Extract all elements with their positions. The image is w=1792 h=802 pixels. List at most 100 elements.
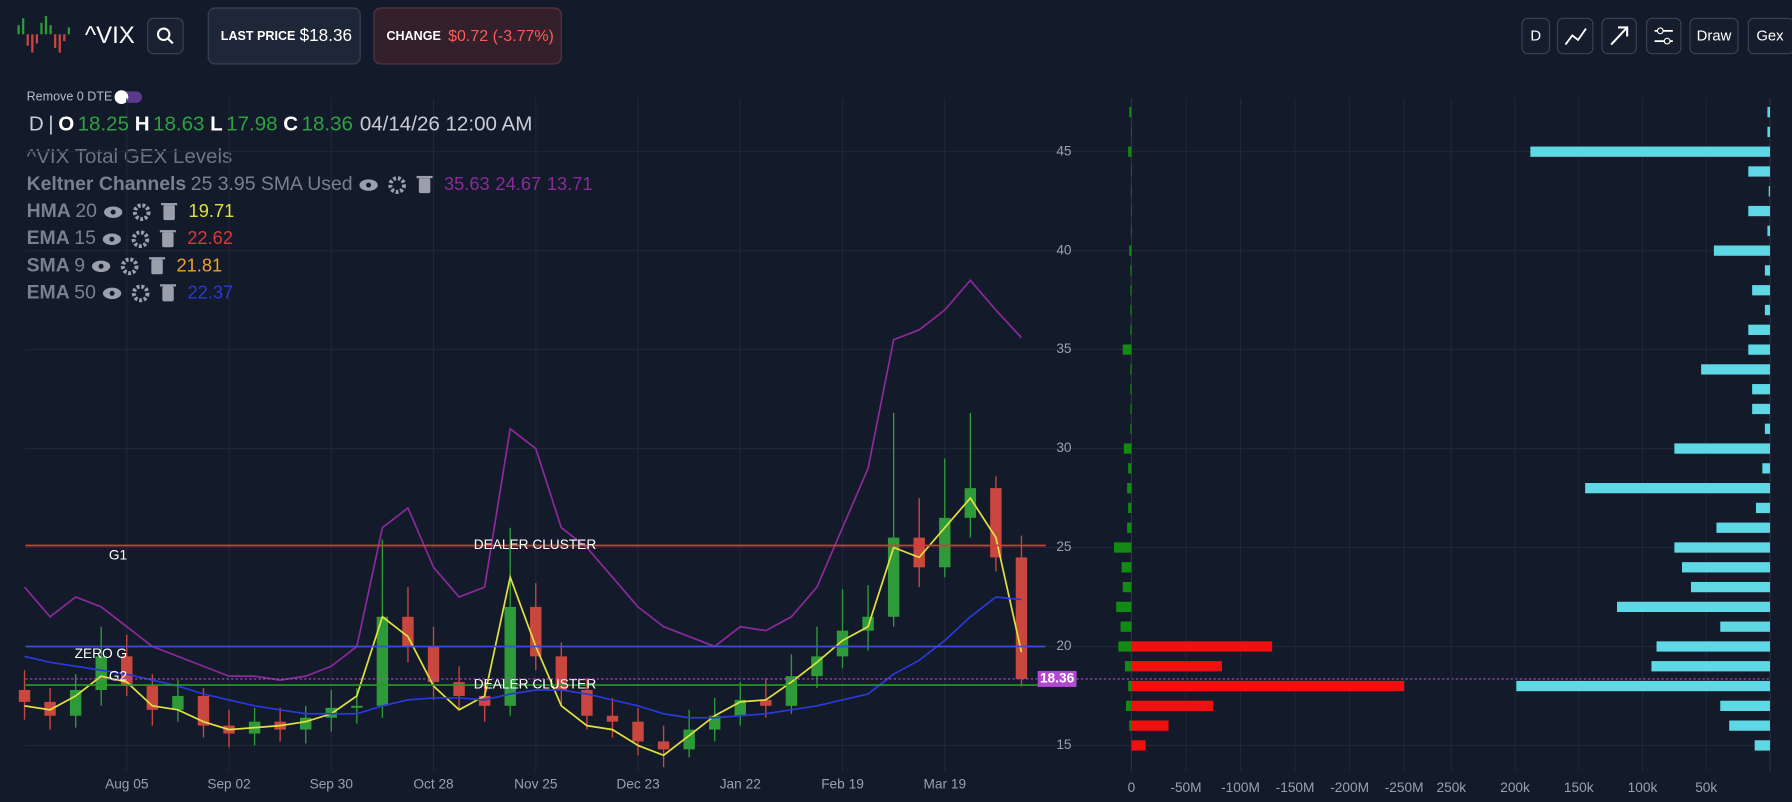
y-tick-label: 45 (1056, 143, 1072, 158)
gear-icon (131, 230, 150, 249)
button-label: Gex (1756, 28, 1784, 44)
indicator-value: 13.71 (547, 173, 593, 194)
x-tick-label: Aug 05 (105, 776, 149, 791)
indicator-controls[interactable] (102, 230, 176, 249)
gex-bar (1130, 324, 1132, 335)
draw-button[interactable]: Draw (1689, 17, 1739, 55)
indicator-values: 22.62 (187, 227, 233, 248)
candle-body (990, 488, 1002, 558)
indicator-values: 35.63 24.67 13.71 (444, 173, 593, 194)
gex-bar (1129, 106, 1132, 118)
change: $0.72 (-3.77%) (448, 28, 554, 45)
gex-bar (1720, 621, 1770, 632)
gex-bar (1764, 423, 1770, 434)
gex-bar (1752, 384, 1770, 395)
x-tick-label: Jan 22 (720, 776, 761, 791)
x-tick-label: 50k (1695, 780, 1717, 795)
indicator-params: 9 (74, 254, 85, 276)
gex-bar (1767, 106, 1770, 118)
indicator-controls[interactable] (91, 257, 166, 276)
ohlc-interval: D (29, 113, 44, 136)
arrow-button[interactable] (1601, 17, 1637, 55)
y-tick-label: 35 (1056, 341, 1072, 356)
eye-pupil (110, 209, 116, 215)
x-tick-label: -100M (1221, 780, 1260, 795)
annotation: DEALER CLUSTER (474, 677, 597, 692)
candle-body (606, 715, 619, 722)
candle-body (913, 537, 925, 568)
indicator-controls[interactable] (359, 175, 433, 194)
gex-bar (1674, 542, 1770, 553)
indicator-value: 35.63 (444, 173, 490, 194)
candle-body (939, 517, 951, 568)
x-tick-label: Nov 25 (514, 776, 558, 791)
gex-bar (1131, 700, 1214, 711)
candle-body (121, 656, 133, 687)
gex-bar (1674, 443, 1770, 454)
gex-bar (1516, 680, 1770, 692)
indicator-params: 50 (74, 282, 96, 304)
indicator-name: Keltner Channels (27, 173, 187, 195)
indicators-button[interactable] (1556, 17, 1594, 55)
candle-body (351, 705, 363, 708)
gex-bar (1768, 186, 1770, 197)
x-tick-label: 100k (1628, 780, 1658, 795)
interval-button[interactable]: D (1521, 17, 1551, 55)
gex-bar (1617, 601, 1770, 613)
gex-bar (1716, 522, 1770, 533)
candle-body (18, 690, 31, 702)
gex-bar (1131, 720, 1169, 731)
candle-body (760, 699, 772, 706)
settings-button[interactable] (1646, 17, 1682, 55)
candle-body (657, 741, 670, 750)
annotation: DEALER CLUSTER (474, 537, 597, 552)
indicator-label: EMA 50 (27, 282, 96, 304)
gex-bar (1682, 562, 1770, 573)
gex-bar (1126, 700, 1132, 711)
toggle-switch[interactable] (114, 90, 142, 104)
x-tick-label: 250k (1436, 780, 1466, 795)
ohlc-timestamp: 04/14/26 12:00 AM (360, 113, 533, 136)
trash-icon (151, 259, 163, 275)
gex-bar (1754, 740, 1770, 751)
indicator-line (24, 496, 1023, 757)
y-tick-label: 40 (1056, 242, 1072, 257)
candle-body (581, 690, 593, 716)
trash-icon (163, 205, 175, 221)
candle-body (964, 488, 977, 518)
gex-bar (1130, 205, 1132, 217)
level-label: ZERO G (75, 646, 127, 661)
indicator-controls[interactable] (104, 203, 178, 222)
candle-body (478, 695, 491, 706)
gex-bar (1128, 146, 1132, 157)
gex-button[interactable]: Gex (1747, 17, 1792, 55)
study-title: ^VIX Total GEX Levels (27, 145, 233, 168)
indicator-value: 19.71 (189, 200, 235, 221)
indicator-values: 19.71 (189, 200, 235, 221)
candle-body (734, 699, 746, 716)
legend: D | O 18.25 H 18.63 L 17.98 C 18.36 04/14/26 12:00… (27, 113, 593, 303)
candle-body (376, 616, 389, 706)
candle-body (555, 656, 568, 691)
trash-lid (149, 257, 166, 260)
indicator-value: 24.67 (495, 173, 541, 194)
eye-pupil (366, 182, 372, 188)
x-tick-label: Feb 19 (821, 776, 864, 791)
indicator-params: 25 3.95 SMA Used (191, 173, 353, 195)
search-button[interactable] (147, 17, 184, 55)
candle-body (836, 630, 849, 657)
indicator-controls[interactable] (102, 284, 177, 303)
gex-bar (1748, 324, 1770, 335)
candle-body (146, 686, 159, 710)
x-tick-label: -250M (1385, 780, 1424, 795)
last-price: $18.36 (300, 25, 352, 45)
change-label: CHANGE (386, 29, 440, 43)
gex-bar (1120, 621, 1132, 632)
gex-bar (1130, 285, 1132, 296)
x-tick-label: -50M (1170, 780, 1201, 795)
candle-body (811, 656, 823, 677)
candle-body (785, 676, 798, 706)
gex-bar (1129, 720, 1132, 731)
gex-bar (1127, 522, 1132, 533)
